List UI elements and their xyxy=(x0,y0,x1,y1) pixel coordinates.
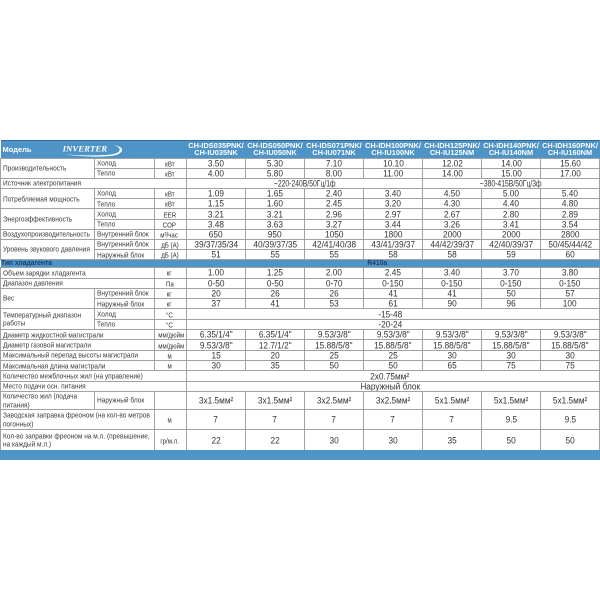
svg-text:INVERTER: INVERTER xyxy=(61,144,107,154)
